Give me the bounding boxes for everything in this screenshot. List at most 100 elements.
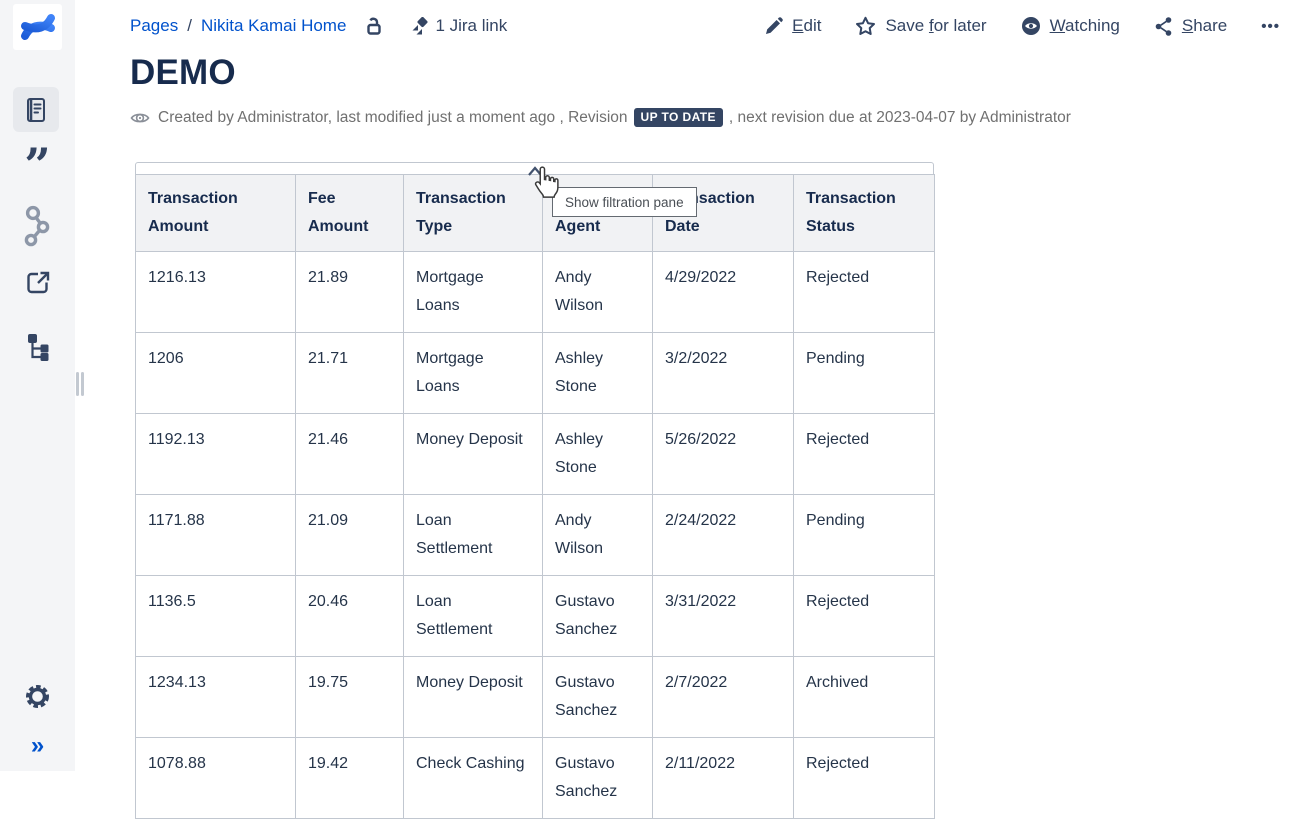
- table-cell: Check Cashing: [403, 737, 543, 819]
- page-title: DEMO: [130, 53, 236, 92]
- unrestricted-button[interactable]: [364, 16, 383, 36]
- more-actions-button[interactable]: •••: [1261, 17, 1280, 35]
- breadcrumb-pages-link[interactable]: Pages: [130, 16, 179, 35]
- gear-icon: [26, 685, 49, 708]
- column-header: Transaction Amount: [135, 174, 296, 252]
- table-cell: 19.42: [295, 737, 404, 819]
- tooltip: Show filtration pane: [552, 187, 697, 217]
- sidebar-expand[interactable]: »: [0, 732, 75, 759]
- column-header: Transaction Type: [403, 174, 543, 252]
- save-for-later-label: Save for later: [885, 16, 987, 35]
- table-cell: Money Deposit: [403, 656, 543, 738]
- table-cell: Gustavo Sanchez: [542, 656, 653, 738]
- external-link-icon: [26, 271, 49, 294]
- transactions-table: Transaction Amount Fee Amount Transaction …: [135, 174, 935, 819]
- table-cell: 1216.13: [135, 251, 296, 333]
- jira-link-label: 1 Jira link: [435, 16, 508, 35]
- table-row: 1206 21.71 Mortgage Loans Ashley Stone 3/2/2…: [135, 332, 935, 414]
- sidebar-item-links[interactable]: [0, 205, 75, 250]
- edit-label: Edit: [792, 16, 822, 35]
- table-cell: Gustavo Sanchez: [542, 575, 653, 657]
- sidebar-item-page-tree[interactable]: [0, 332, 75, 364]
- table-cell: Rejected: [793, 737, 935, 819]
- sidebar-item-pages[interactable]: [13, 87, 59, 132]
- column-header: Transaction Status: [793, 174, 935, 252]
- table-body: 1216.13 21.89 Mortgage Loans Andy Wilson 4/2…: [135, 251, 935, 819]
- table-cell: 2/11/2022: [652, 737, 794, 819]
- table-cell: 19.75: [295, 656, 404, 738]
- share-label: Share: [1181, 16, 1228, 35]
- table-cell: 3/2/2022: [652, 332, 794, 414]
- link-icon: [24, 205, 50, 247]
- byline-text-after: , next revision due at 2023-04-07 by Adm…: [728, 108, 1071, 126]
- chevrons-right-icon: »: [30, 732, 45, 759]
- sidebar-resize-handle[interactable]: [76, 372, 86, 396]
- share-button[interactable]: Share: [1154, 16, 1227, 36]
- table-cell: 1192.13: [135, 413, 296, 495]
- table-cell: 20.46: [295, 575, 404, 657]
- topbar: Pages / Nikita Kamai Home 1 Jira link Ed…: [75, 0, 1298, 52]
- byline-text-before: Created by Administrator, last modified …: [158, 108, 628, 126]
- edit-button[interactable]: Edit: [764, 16, 821, 36]
- table-cell: Mortgage Loans: [403, 332, 543, 414]
- tree-icon: [27, 334, 48, 361]
- table-cell: Ashley Stone: [542, 413, 653, 495]
- table-cell: 21.71: [295, 332, 404, 414]
- eye-icon: [1021, 17, 1040, 35]
- table-cell: 5/26/2022: [652, 413, 794, 495]
- table-cell: 21.09: [295, 494, 404, 576]
- table-cell: Loan Settlement: [403, 575, 543, 657]
- jira-icon: [412, 16, 428, 34]
- save-for-later-button[interactable]: Save for later: [855, 16, 987, 36]
- revision-status-badge: UP TO DATE: [633, 108, 723, 127]
- table-row: 1078.88 19.42 Check Cashing Gustavo Sanchez…: [135, 737, 935, 819]
- page-byline: Created by Administrator, last modified …: [130, 108, 1071, 127]
- sidebar-item-external[interactable]: [0, 270, 75, 296]
- table-cell: Rejected: [793, 251, 935, 333]
- filtration-pane-toggle[interactable]: [135, 162, 934, 176]
- table-row: 1171.88 21.09 Loan Settlement Andy Wilson 2/…: [135, 494, 935, 576]
- column-header: Fee Amount: [295, 174, 404, 252]
- page-icon: [27, 97, 45, 122]
- table-cell: 1078.88: [135, 737, 296, 819]
- table-cell: Pending: [793, 332, 935, 414]
- table-cell: 1206: [135, 332, 296, 414]
- top-actions: Edit Save for later Watching Shar: [764, 16, 1280, 36]
- table-cell: Andy Wilson: [542, 251, 653, 333]
- pencil-icon: [766, 16, 783, 34]
- table-cell: 1171.88: [135, 494, 296, 576]
- table-cell: 21.46: [295, 413, 404, 495]
- table-cell: 21.89: [295, 251, 404, 333]
- table-cell: 4/29/2022: [652, 251, 794, 333]
- table-cell: Loan Settlement: [403, 494, 543, 576]
- sidebar-settings[interactable]: [0, 684, 75, 709]
- table-cell: Rejected: [793, 413, 935, 495]
- byline-eye-icon: [130, 113, 150, 122]
- sidebar-item-quotes[interactable]: ”: [0, 138, 75, 192]
- table-cell: Andy Wilson: [542, 494, 653, 576]
- table-cell: 1136.5: [135, 575, 296, 657]
- table-header-row: Transaction Amount Fee Amount Transaction …: [135, 174, 935, 252]
- star-icon: [856, 16, 876, 35]
- table-cell: 2/24/2022: [652, 494, 794, 576]
- table-row: 1136.5 20.46 Loan Settlement Gustavo Sanche…: [135, 575, 935, 657]
- table-row: 1234.13 19.75 Money Deposit Gustavo Sanchez…: [135, 656, 935, 738]
- table-cell: Pending: [793, 494, 935, 576]
- watching-label: Watching: [1049, 16, 1120, 35]
- confluence-logo-icon: [20, 14, 55, 40]
- table-cell: 2/7/2022: [652, 656, 794, 738]
- quote-icon: ”: [24, 138, 51, 192]
- watching-button[interactable]: Watching: [1021, 16, 1120, 36]
- table-cell: 3/31/2022: [652, 575, 794, 657]
- table-row: 1216.13 21.89 Mortgage Loans Andy Wilson 4/2…: [135, 251, 935, 333]
- breadcrumb: Pages / Nikita Kamai Home: [130, 16, 346, 36]
- transactions-table-zone: Transaction Amount Fee Amount Transaction …: [135, 162, 935, 819]
- breadcrumb-current-link[interactable]: Nikita Kamai Home: [200, 16, 347, 35]
- table-row: 1192.13 21.46 Money Deposit Ashley Stone 5/2…: [135, 413, 935, 495]
- jira-links-button[interactable]: 1 Jira link: [409, 16, 507, 36]
- app-sidebar: ”: [0, 0, 75, 771]
- chevron-up-icon: [527, 166, 542, 176]
- confluence-logo[interactable]: [13, 4, 62, 50]
- table-cell: Mortgage Loans: [403, 251, 543, 333]
- share-icon: [1155, 17, 1172, 36]
